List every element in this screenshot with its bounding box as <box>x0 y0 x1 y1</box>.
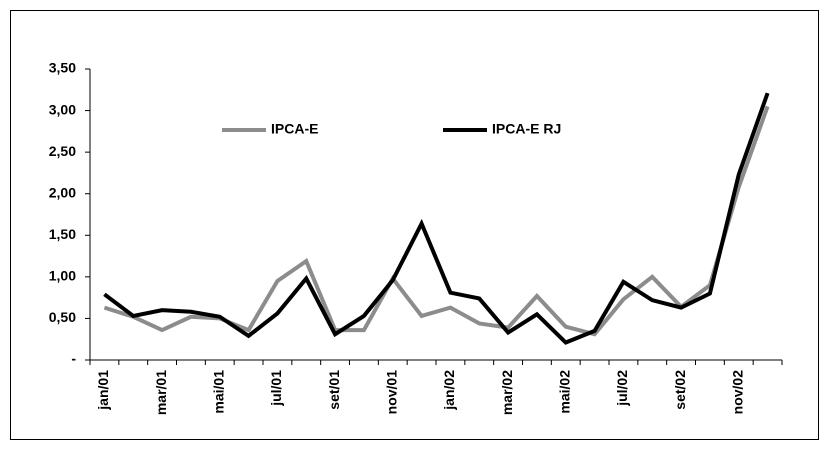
y-tick-label: 1,50 <box>49 226 76 242</box>
legend-label: IPCA-E RJ <box>492 121 561 137</box>
x-tick-label: nov/02 <box>729 370 745 415</box>
x-tick-label: mai/01 <box>210 370 226 414</box>
y-tick-label: 3,50 <box>49 60 76 76</box>
x-tick-label: jan/01 <box>95 370 111 411</box>
x-tick-label: nov/01 <box>383 370 399 415</box>
x-tick-label: mar/01 <box>153 370 169 415</box>
x-tick-label: jan/02 <box>441 370 457 411</box>
chart-border <box>10 10 819 440</box>
y-tick-label: - <box>71 351 76 367</box>
x-tick-label: jul/01 <box>268 370 284 407</box>
y-tick-label: 0,50 <box>49 309 76 325</box>
y-tick-label: 2,50 <box>49 143 76 159</box>
legend-label: IPCA-E <box>271 121 318 137</box>
y-tick-label: 3,00 <box>49 101 76 117</box>
x-tick-label: set/01 <box>326 370 342 410</box>
y-tick-label: 1,00 <box>49 268 76 284</box>
series-line <box>103 105 770 337</box>
x-tick-label: mai/02 <box>556 370 572 414</box>
y-tick-label: 2,00 <box>49 184 76 200</box>
x-tick-label: jul/02 <box>614 370 630 407</box>
series-line <box>103 92 770 345</box>
x-tick-label: set/02 <box>672 370 688 410</box>
x-tick-label: mar/02 <box>499 370 515 415</box>
